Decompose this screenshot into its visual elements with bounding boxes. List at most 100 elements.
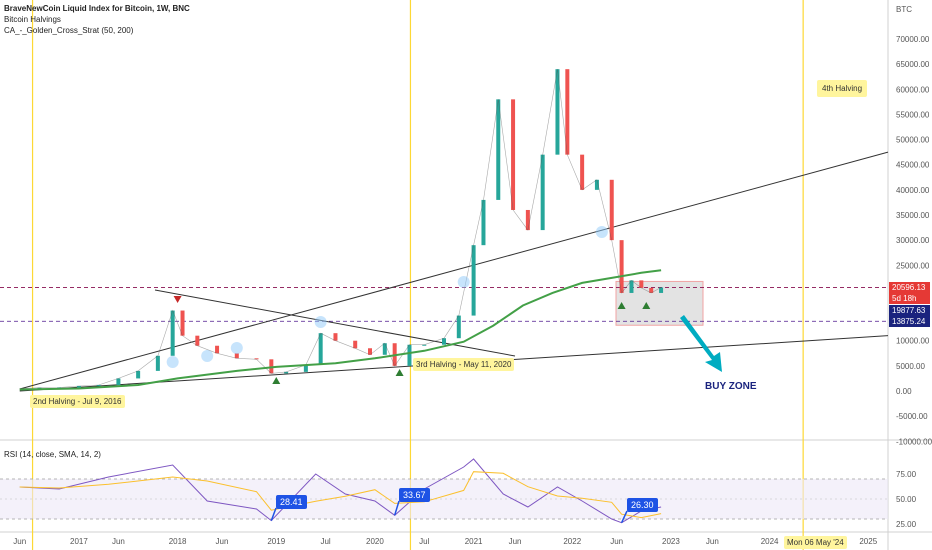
x-tick-11: 2022 [563,537,581,546]
price-candle-8 [170,310,175,356]
currency-label: BTC [896,5,912,14]
y-tick-8: 30000.00 [896,236,930,245]
price-candle-41 [649,287,654,293]
legend-halvings: Bitcoin Halvings [4,15,61,24]
price-candle-16 [303,364,308,372]
price-candle-40 [639,280,644,288]
price-line [19,69,662,389]
x-tick-4: Jun [216,537,229,546]
price-tag-current: 20596.13 [889,282,930,293]
x-tick-13: 2023 [662,537,680,546]
price-candle-20 [368,348,372,355]
y-tick-3: 55000.00 [896,110,930,119]
rsi-band [0,479,888,519]
y-tick-9: 25000.00 [896,261,930,270]
x-tick-14: Jun [706,537,719,546]
price-candle-12 [234,353,239,359]
price-candle-23 [407,344,412,366]
x-tick-2: Jun [112,537,125,546]
price-tag-upper: 19877.63 [889,305,930,316]
rsi-ma-line [19,471,662,519]
x-tick-10: Jun [509,537,522,546]
price-candle-42 [659,287,664,293]
x-tick-6: Jul [320,537,330,546]
price-candle-19 [353,340,358,349]
price-candle-3 [76,385,81,388]
price-candle-15 [284,371,289,374]
x-tick-0: Jun [13,537,26,546]
price-candle-18 [333,333,338,341]
price-candle-36 [594,179,599,190]
y-tick-16: -10000.00 [896,437,932,446]
y-tick-15: -5000.00 [896,412,928,421]
signal-marker-4 [642,302,651,309]
trendline-upper [19,151,889,390]
price-candle-34 [565,69,570,155]
price-candle-13 [254,358,259,360]
cross-circle-1 [201,350,214,362]
signal-marker-3 [617,302,626,309]
rsi-callout-1: 28.41 [276,495,307,509]
rsi-legend: RSI (14, close, SMA, 14, 2) [4,450,101,459]
price-candle-30 [511,99,516,210]
price-candle-28 [481,199,486,246]
y-tick-0: 70000.00 [896,35,930,44]
legend-title: BraveNewCoin Liquid Index for Bitcoin, 1… [4,4,190,13]
price-candle-11 [215,345,220,354]
rsi-callout-3: 26.30 [627,498,658,512]
rsi-tick-2: 25.00 [896,520,917,529]
y-tick-2: 60000.00 [896,85,930,94]
x-tick-15: 2024 [761,537,779,546]
price-tag-countdown: 5d 18h [889,293,930,304]
price-candle-21 [382,343,387,355]
y-tick-6: 40000.00 [896,186,930,195]
price-candle-29 [496,99,501,200]
x-tick-17: 2025 [859,537,877,546]
legend-strategy: CA_-_Golden_Cross_Strat (50, 200) [4,26,134,35]
price-candle-7 [155,355,160,371]
price-candle-27 [471,245,476,316]
halving4-note: 4th Halving [817,80,868,97]
x-tick-5: 2019 [267,537,285,546]
y-tick-1: 65000.00 [896,60,930,69]
cross-circle-3 [314,316,327,328]
price-candle-5 [116,378,121,385]
cross-circle-5 [595,226,608,238]
rsi-tick-0: 75.00 [896,470,917,479]
y-tick-13: 5000.00 [896,362,925,371]
price-candle-37 [609,179,614,241]
price-candle-25 [442,338,446,345]
price-candle-24 [422,344,427,346]
price-candle-17 [318,333,323,365]
rsi-callout-pointer-1 [393,500,400,516]
x-tick-12: Jun [610,537,623,546]
price-tag-lower: 13875.24 [889,316,930,327]
halving2-note: 2nd Halving - Jul 9, 2016 [30,395,125,408]
cross-circle-4 [457,276,470,288]
chart-legend: BraveNewCoin Liquid Index for Bitcoin, 1… [4,3,190,36]
ma200-line [19,269,662,391]
signal-marker-1 [272,377,281,384]
x-tick-1: 2017 [70,537,88,546]
price-candle-9 [180,310,185,336]
y-tick-7: 35000.00 [896,211,930,220]
buy-zone-label: BUY ZONE [705,381,757,392]
rsi-callout-2: 33.67 [399,488,430,502]
halving3-note: 3rd Halving - May 11, 2020 [413,358,515,371]
price-candle-4 [96,384,101,386]
y-tick-14: 0.00 [896,387,912,396]
price-candle-32 [540,154,545,231]
price-candle-33 [555,69,560,155]
rsi-callout-pointer-0 [270,507,277,521]
price-candle-39 [629,280,634,293]
price-candle-6 [136,370,141,379]
buy-zone-arrow [680,315,722,372]
y-tick-5: 45000.00 [896,161,930,170]
price-candle-14 [269,359,274,374]
signal-marker-0 [173,296,182,303]
price-candle-10 [195,335,200,346]
x-tick-3: 2018 [169,537,187,546]
x-tick-7: 2020 [366,537,384,546]
price-candle-38 [619,240,624,293]
